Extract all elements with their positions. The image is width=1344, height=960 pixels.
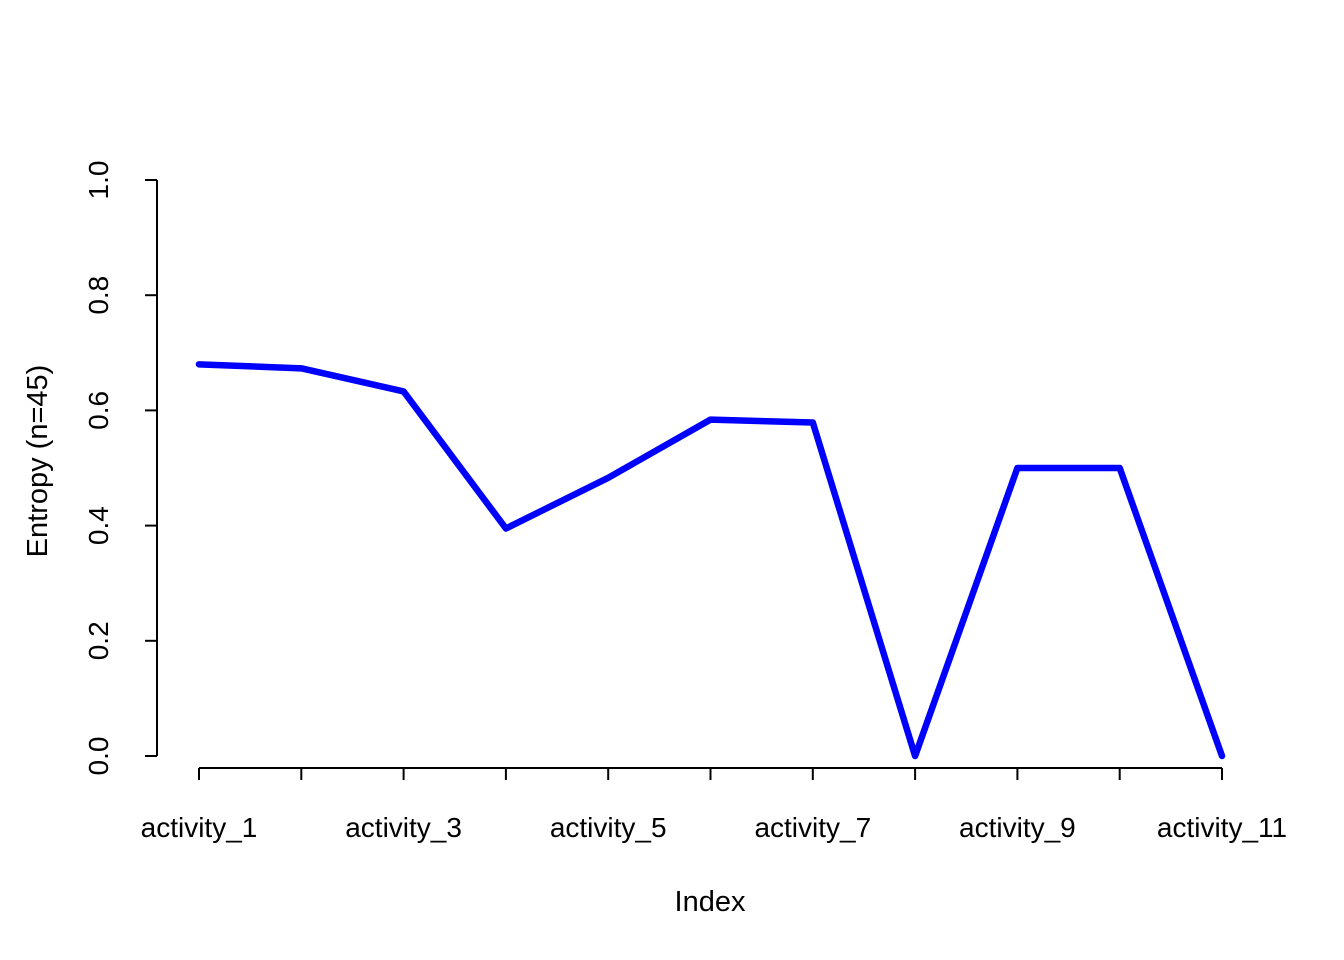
series-line [195, 361, 1226, 760]
y-tick-label: 0.0 [83, 737, 114, 776]
x-tick-label: activity_5 [550, 812, 667, 843]
y-tick-label: 0.4 [83, 506, 114, 545]
data-point [198, 363, 200, 365]
x-tick-label: activity_7 [754, 812, 871, 843]
data-point [505, 527, 507, 529]
data-point [710, 419, 711, 421]
x-tick-label: activity_3 [345, 812, 462, 843]
y-tick-label: 0.2 [83, 621, 114, 660]
y-tick-label: 1.0 [83, 161, 114, 200]
y-axis: 0.0 0.2 0.4 0.6 0.8 1.0 [83, 161, 158, 776]
y-tick-label: 0.8 [83, 276, 114, 315]
data-point [914, 755, 916, 757]
data-point [812, 421, 814, 423]
data-point [300, 367, 302, 369]
data-point [1221, 755, 1223, 757]
data-point [1016, 467, 1018, 469]
data-point [403, 390, 405, 392]
x-axis-title: Index [675, 886, 746, 918]
data-point [1119, 467, 1121, 469]
y-axis-title: Entropy (n=45) [22, 365, 54, 558]
x-tick-label: activity_11 [1157, 812, 1287, 843]
data-point [607, 477, 609, 479]
x-axis: activity_1 activity_3 activity_5 activity_7… [141, 767, 1287, 843]
plot-series [195, 361, 1226, 760]
y-tick-label: 0.6 [83, 391, 114, 430]
x-tick-label: activity_9 [959, 812, 1076, 843]
x-tick-label: activity_1 [141, 812, 258, 843]
